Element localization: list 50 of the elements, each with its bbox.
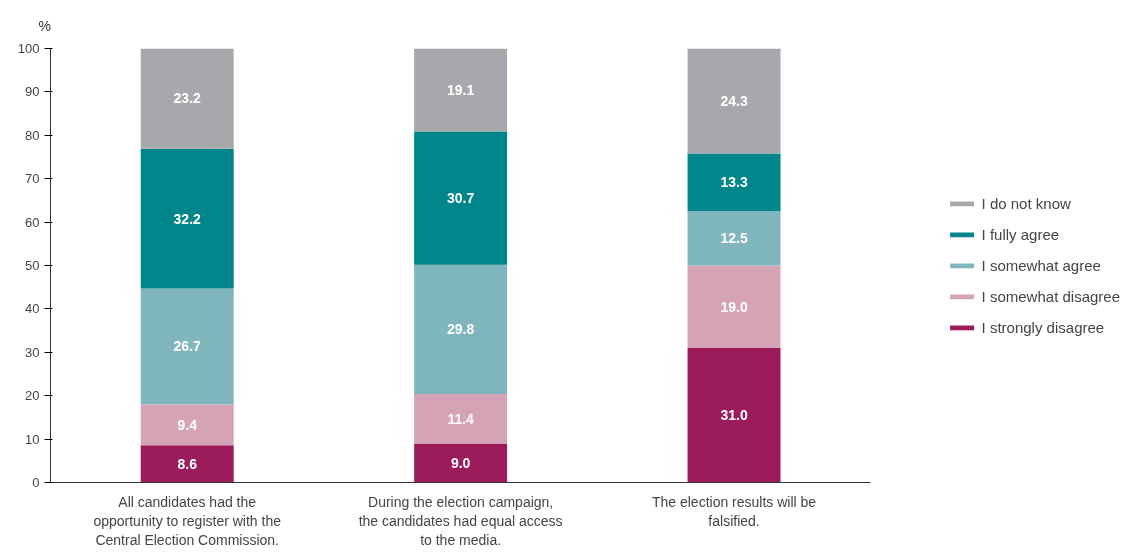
y-tick-label: 100 bbox=[17, 41, 40, 56]
y-tick-label: 30 bbox=[25, 344, 40, 360]
bar bbox=[140, 148, 234, 289]
bar bbox=[414, 393, 508, 444]
y-tick-label: 80 bbox=[25, 127, 40, 143]
x-tick-label: All candidates had the opportunity to register with the Central Election Commission. bbox=[93, 493, 282, 548]
legend-label: I fully agree bbox=[981, 225, 1060, 243]
data-label: 26.7 bbox=[173, 338, 202, 355]
bar bbox=[687, 347, 781, 483]
bar bbox=[414, 48, 508, 132]
data-label: 12.5 bbox=[720, 230, 748, 247]
bar bbox=[687, 211, 781, 266]
data-label: 29.8 bbox=[447, 321, 475, 338]
bar bbox=[140, 288, 234, 405]
y-tick-label: 70 bbox=[25, 171, 40, 187]
bar bbox=[140, 445, 234, 483]
legend-label: I somewhat agree bbox=[981, 256, 1101, 274]
y-tick-label: 90 bbox=[25, 84, 40, 100]
data-label: 11.4 bbox=[447, 410, 475, 427]
bar bbox=[687, 265, 781, 348]
bar bbox=[140, 48, 234, 149]
data-label: 24.3 bbox=[720, 92, 748, 109]
y-tick-label: 20 bbox=[25, 388, 40, 404]
y-tick-label: 50 bbox=[25, 258, 40, 273]
legend-label: I do not know bbox=[981, 194, 1071, 212]
data-label: 19.1 bbox=[447, 81, 475, 98]
data-label: 31.0 bbox=[720, 407, 748, 424]
data-label: 30.7 bbox=[447, 190, 475, 207]
bar bbox=[140, 404, 234, 446]
bar bbox=[414, 131, 508, 265]
x-tick-label: The election results will be falsified. bbox=[651, 493, 817, 529]
legend-label: I somewhat disagree bbox=[981, 287, 1120, 305]
data-label: 32.2 bbox=[173, 210, 202, 227]
y-tick-label: 40 bbox=[25, 301, 40, 317]
x-tick-label: During the election campaign, the candidates had equal access to the media. bbox=[358, 493, 563, 548]
data-label: 8.6 bbox=[177, 455, 198, 472]
bar bbox=[414, 443, 508, 483]
y-axis-title: % bbox=[38, 17, 51, 34]
data-label: 9.4 bbox=[177, 416, 198, 433]
y-tick-label: 0 bbox=[32, 475, 40, 490]
legend-label: I strongly disagree bbox=[981, 318, 1105, 336]
data-label: 9.0 bbox=[450, 454, 471, 471]
bar bbox=[687, 48, 781, 154]
y-tick-label: 60 bbox=[25, 214, 40, 230]
bar bbox=[687, 153, 781, 212]
y-tick-label: 10 bbox=[25, 431, 40, 447]
data-label: 23.2 bbox=[173, 90, 202, 107]
data-label: 13.3 bbox=[720, 174, 748, 191]
bar bbox=[414, 264, 508, 394]
data-label: 19.0 bbox=[720, 298, 748, 315]
